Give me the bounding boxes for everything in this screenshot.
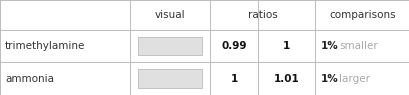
Text: 1.01: 1.01 — [273, 74, 299, 84]
Bar — [138, 37, 202, 55]
Text: visual: visual — [154, 10, 185, 20]
Text: larger: larger — [338, 74, 369, 84]
Text: 1%: 1% — [320, 74, 338, 84]
Text: ratios: ratios — [247, 10, 277, 20]
Text: smaller: smaller — [338, 41, 377, 51]
Text: 1: 1 — [230, 74, 237, 84]
Text: ammonia: ammonia — [5, 74, 54, 84]
Bar — [138, 69, 202, 88]
Text: 1%: 1% — [320, 41, 338, 51]
Text: comparisons: comparisons — [328, 10, 395, 20]
Text: 0.99: 0.99 — [221, 41, 246, 51]
Text: trimethylamine: trimethylamine — [5, 41, 85, 51]
Text: 1: 1 — [282, 41, 290, 51]
